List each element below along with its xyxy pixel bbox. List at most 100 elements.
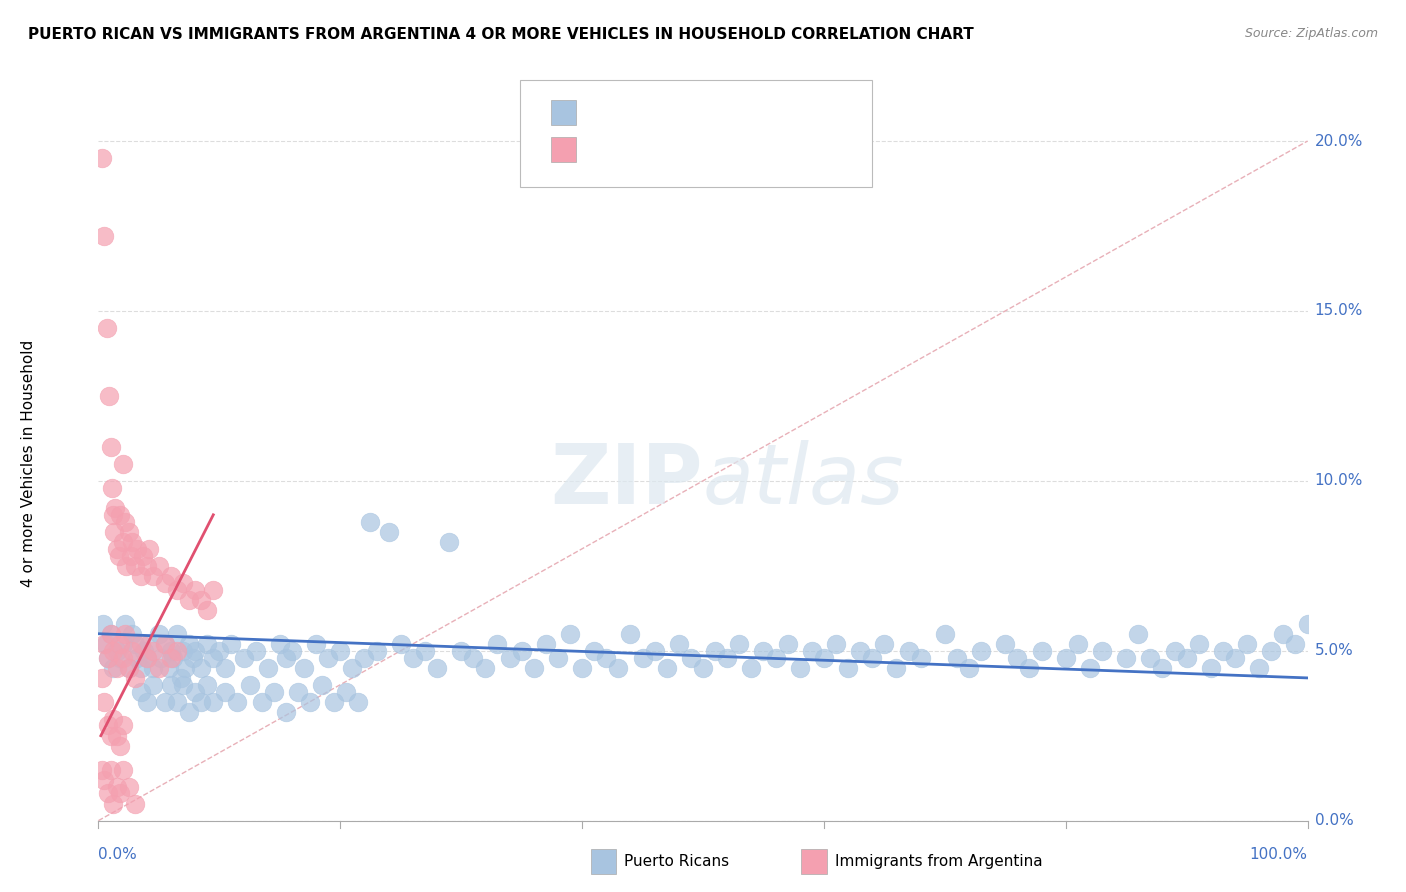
Point [1091, 644, 1114, 658]
Text: 15.0%: 15.0% [1315, 303, 1362, 318]
Point [1212, 644, 1234, 658]
Point [103, 524, 125, 539]
Point [100, 481, 122, 495]
Point [148, 626, 170, 640]
Point [135, 695, 157, 709]
Point [813, 650, 835, 665]
Point [150, 650, 173, 665]
Point [765, 650, 787, 665]
Point [111, 650, 134, 665]
Point [100, 626, 122, 640]
Point [93, 695, 115, 709]
Point [1007, 650, 1029, 665]
Point [142, 644, 165, 658]
Point [825, 637, 848, 651]
Point [101, 797, 124, 811]
Point [208, 644, 231, 658]
Point [97, 718, 120, 732]
Point [1078, 661, 1101, 675]
Point [335, 684, 357, 698]
Point [124, 637, 146, 651]
Text: 100.0%: 100.0% [1250, 847, 1308, 863]
Point [1115, 650, 1137, 665]
Text: Immigrants from Argentina: Immigrants from Argentina [835, 855, 1043, 869]
Point [121, 626, 143, 640]
Point [184, 582, 207, 597]
Point [184, 684, 207, 698]
Point [118, 524, 141, 539]
Point [873, 637, 896, 651]
Point [523, 661, 546, 675]
Point [329, 644, 352, 658]
Point [323, 695, 346, 709]
Point [1152, 661, 1174, 675]
Point [957, 661, 980, 675]
Point [111, 535, 134, 549]
Point [704, 644, 727, 658]
Point [172, 575, 194, 590]
Point [366, 644, 388, 658]
Point [728, 637, 751, 651]
Point [108, 637, 131, 651]
Point [1223, 650, 1246, 665]
Point [179, 637, 201, 651]
Point [342, 661, 364, 675]
Point [172, 644, 194, 658]
Point [679, 650, 702, 665]
Point [1199, 661, 1222, 675]
Point [245, 644, 267, 658]
Point [970, 644, 993, 658]
Point [377, 524, 399, 539]
Point [120, 549, 142, 563]
Point [281, 644, 304, 658]
Point [124, 671, 146, 685]
Point [644, 644, 666, 658]
Text: R = -0.270   N = 129: R = -0.270 N = 129 [588, 105, 747, 120]
Text: 0.0%: 0.0% [98, 847, 138, 863]
Point [179, 592, 201, 607]
Point [668, 637, 690, 651]
Text: 5.0%: 5.0% [1315, 643, 1354, 658]
Point [463, 650, 485, 665]
Point [118, 661, 141, 675]
Point [1175, 650, 1198, 665]
Point [776, 637, 799, 651]
Point [837, 661, 859, 675]
Point [104, 501, 127, 516]
Point [96, 321, 118, 335]
Point [138, 541, 160, 556]
Point [142, 678, 165, 692]
Point [547, 650, 569, 665]
Point [135, 650, 157, 665]
Point [1018, 661, 1040, 675]
Point [91, 763, 114, 777]
Text: Source: ZipAtlas.com: Source: ZipAtlas.com [1244, 27, 1378, 40]
Point [162, 650, 184, 665]
Point [716, 650, 738, 665]
Point [583, 644, 606, 658]
Point [118, 780, 141, 794]
Point [114, 515, 136, 529]
Point [142, 661, 165, 675]
Point [148, 558, 170, 573]
Point [886, 661, 908, 675]
Point [108, 508, 131, 522]
Point [108, 787, 131, 801]
Point [166, 626, 188, 640]
Point [214, 684, 236, 698]
Point [153, 695, 176, 709]
Point [157, 661, 180, 675]
Text: 0.0%: 0.0% [1315, 814, 1354, 828]
Point [510, 644, 533, 658]
Point [426, 661, 449, 675]
Point [202, 650, 225, 665]
Point [160, 678, 183, 692]
Text: PUERTO RICAN VS IMMIGRANTS FROM ARGENTINA 4 OR MORE VEHICLES IN HOUSEHOLD CORREL: PUERTO RICAN VS IMMIGRANTS FROM ARGENTIN… [28, 27, 974, 42]
Point [946, 650, 969, 665]
Point [631, 650, 654, 665]
Point [269, 637, 291, 651]
Point [160, 569, 183, 583]
Point [190, 661, 212, 675]
Point [111, 637, 134, 651]
Point [202, 695, 225, 709]
